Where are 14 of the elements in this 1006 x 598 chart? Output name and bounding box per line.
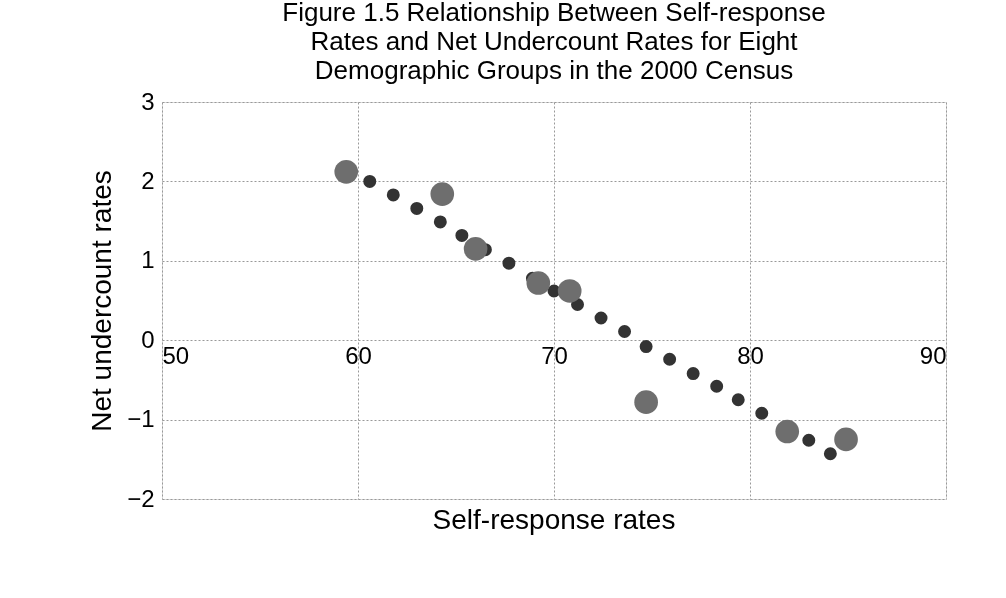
- x-axis-title: Self-response rates: [432, 504, 676, 535]
- y-tick-label: −2: [127, 484, 155, 512]
- y-tick-label: 3: [141, 87, 155, 115]
- x-tick-label: 70: [541, 341, 568, 369]
- y-tick-label: 0: [141, 325, 155, 353]
- x-tick-label: 50: [162, 341, 190, 369]
- x-tick-label: 60: [345, 341, 372, 369]
- x-tick-label: 80: [737, 341, 764, 369]
- x-tick-label: 90: [919, 341, 947, 369]
- chart-title: Figure 1.5 Relationship Between Self-response Rates and Net Undercount Rates for Eight Demographic Groups in the 2000 Census: [282, 0, 826, 85]
- y-axis-title: Net undercount rates: [86, 170, 118, 432]
- y-tick-label: 1: [141, 246, 155, 274]
- y-tick-label: −1: [127, 405, 155, 433]
- y-tick-label: 2: [141, 166, 155, 194]
